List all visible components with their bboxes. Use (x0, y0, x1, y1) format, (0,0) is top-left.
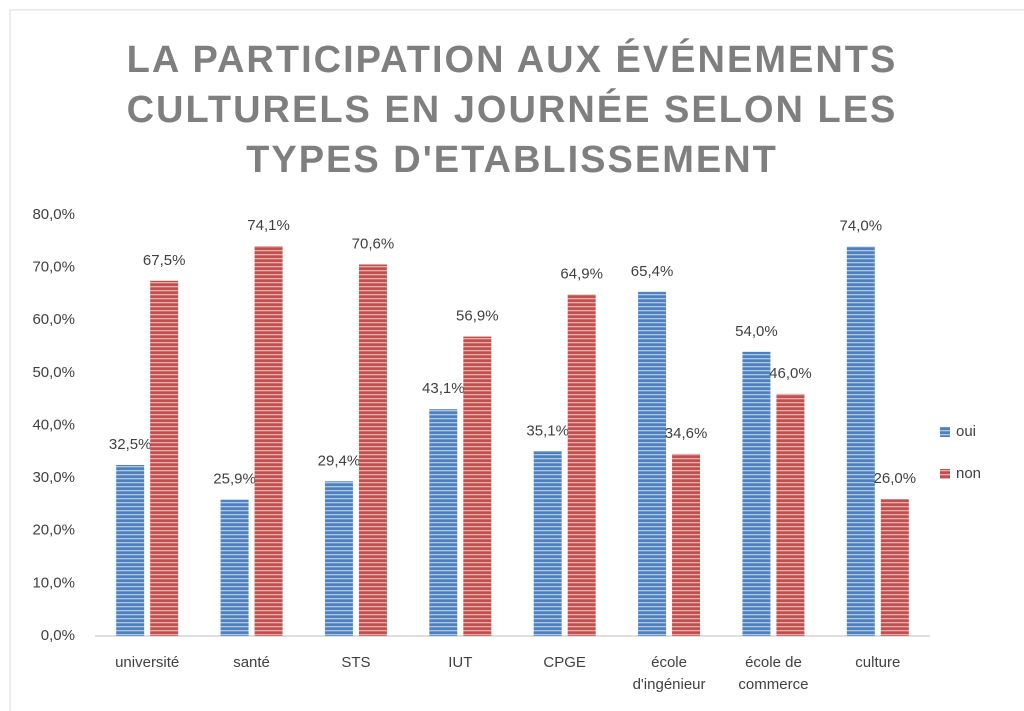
y-tick-label: 40,0% (32, 416, 75, 433)
y-tick-label: 60,0% (32, 311, 75, 328)
data-label: 25,9% (213, 471, 256, 488)
data-label: 74,0% (840, 218, 883, 235)
chart-title: CULTURELS EN JOURNÉE SELON LES (127, 87, 898, 131)
chart-title: TYPES D'ETABLISSEMENT (246, 139, 778, 181)
bar (533, 451, 562, 636)
data-label: 64,9% (560, 265, 603, 282)
x-tick-label: IUT (448, 654, 473, 671)
bar (742, 351, 771, 636)
x-tick-label: école d'ingénieur (632, 654, 706, 693)
data-label: 43,1% (422, 380, 465, 397)
data-label: 67,5% (143, 252, 186, 269)
x-tick-label: école de commerce (738, 654, 809, 693)
data-label: 74,1% (247, 217, 290, 234)
data-label: 26,0% (874, 470, 917, 487)
data-label: 29,4% (318, 452, 361, 469)
bar (567, 294, 596, 636)
y-tick-label: 20,0% (32, 522, 75, 539)
y-tick-label: 0,0% (41, 627, 75, 644)
data-label: 65,4% (631, 263, 674, 280)
y-tick-label: 70,0% (32, 259, 75, 276)
data-label: 46,0% (769, 365, 812, 382)
bar (254, 246, 283, 636)
data-label: 54,0% (735, 323, 778, 340)
bar (846, 246, 875, 636)
data-label: 32,5% (109, 436, 152, 453)
y-tick-label: 80,0% (32, 206, 75, 223)
bar (463, 336, 492, 636)
data-label: 56,9% (456, 308, 499, 325)
y-tick-label: 10,0% (32, 574, 75, 591)
bar (638, 291, 667, 636)
data-label: 35,1% (526, 422, 569, 439)
bar (220, 499, 249, 636)
data-label: 34,6% (665, 425, 708, 442)
chart-title: LA PARTICIPATION AUX ÉVÉNEMENTS (127, 37, 898, 81)
bar (429, 409, 458, 636)
bar (324, 481, 353, 636)
bar (880, 499, 909, 636)
x-tick-label: université (115, 654, 180, 671)
bar (776, 393, 805, 636)
x-tick-label: culture (855, 654, 901, 671)
x-tick-label: STS (341, 654, 371, 671)
y-tick-label: 30,0% (32, 469, 75, 486)
y-tick-label: 50,0% (32, 364, 75, 381)
legend-swatch (940, 469, 950, 479)
bar (116, 464, 145, 636)
bar (150, 280, 179, 636)
data-label: 70,6% (352, 235, 395, 252)
bar (358, 264, 387, 636)
bar (672, 453, 701, 636)
x-tick-label: CPGE (543, 654, 586, 671)
x-tick-label: santé (233, 654, 270, 671)
legend-label: non (956, 465, 981, 482)
chart-frame (9, 9, 1024, 711)
legend-label: oui (956, 423, 976, 440)
legend-swatch (940, 427, 950, 437)
